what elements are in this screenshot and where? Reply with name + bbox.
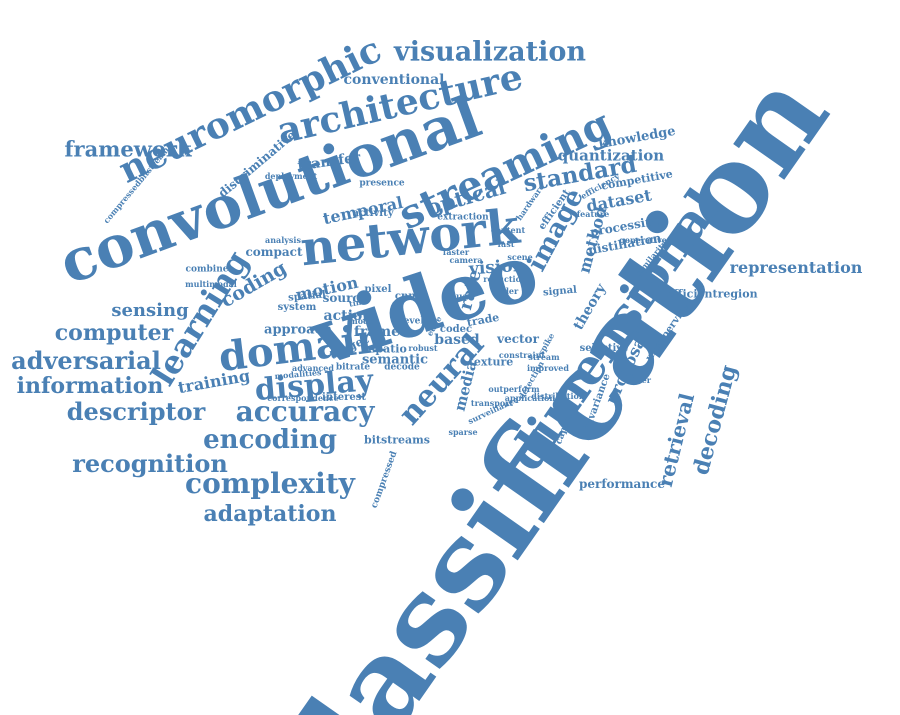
word-efficientregion: efficientregion [666, 287, 758, 301]
word-spatio: spatio [369, 342, 407, 356]
word-compact: compact [245, 245, 303, 259]
word-sensing: sensing [111, 300, 189, 321]
word-decode: decode [384, 362, 420, 373]
word-cnns: cnns [394, 291, 422, 302]
word-deployment: deployment [264, 171, 318, 181]
word-robust: robust [408, 343, 438, 353]
word-frame: frame [353, 324, 401, 340]
word-content: content [490, 225, 526, 235]
word-adaptation: adaptation [203, 501, 337, 527]
word-performance: performance [579, 477, 665, 491]
word-bitrate: bitrate [335, 362, 371, 373]
word-feature: feature [576, 209, 610, 219]
word-descriptor: descriptor [66, 397, 206, 426]
word-accuracy: accuracy [235, 395, 375, 428]
word-representation: representation [729, 258, 863, 277]
word-visualization: visualization [394, 36, 586, 68]
word-application: application [504, 393, 556, 403]
word-constraint: constraint [498, 350, 546, 360]
word-distribution: distribution [531, 391, 585, 401]
word-improved: improved [527, 363, 569, 373]
word-visual: visual [442, 292, 472, 303]
word-reduction: reduction [483, 274, 527, 284]
word-encoding: encoding [203, 425, 337, 455]
word-extraction: extraction [437, 212, 489, 223]
word-correspondence: correspondence [267, 393, 339, 403]
word-computer: computer [54, 320, 174, 346]
word-activity: activity [352, 208, 394, 219]
word-sparse: sparse [448, 427, 478, 437]
word-presence: presence [359, 178, 405, 189]
word-based: based [434, 332, 480, 348]
word-level: level [400, 316, 424, 327]
word-model: model [349, 316, 377, 326]
word-compressed: compressed [369, 449, 400, 510]
word-action: action [323, 308, 373, 324]
word-analysis: analysis [265, 235, 301, 245]
word-decoding: decoding [687, 362, 743, 478]
word-fast: fast [497, 239, 515, 249]
word-transport: transport [470, 398, 514, 408]
word-advanced: advanced [292, 363, 334, 373]
word-multimodal: multimodal [185, 279, 237, 289]
word-recognition: recognition [72, 449, 228, 478]
word-camera: camera [449, 255, 483, 265]
word-faster: faster [442, 247, 470, 257]
word-framework: framework [64, 136, 192, 162]
word-bitstreams: bitstreams [364, 433, 430, 447]
word-vector: vector [497, 332, 539, 346]
word-source: source [322, 291, 368, 305]
word-approach: approach [264, 322, 332, 338]
word-conventional: conventional [343, 72, 445, 88]
word-selective: selective [579, 343, 629, 354]
word-filter: filter [629, 375, 651, 385]
word-outperform: outperform [488, 384, 540, 394]
word-information: information [16, 373, 164, 399]
word-adversarial: adversarial [11, 346, 161, 375]
word-generative: generative [619, 235, 667, 245]
word-system: system [277, 302, 317, 313]
word-texture: texture [468, 355, 514, 369]
word-complexity: complexity [185, 467, 355, 500]
word-combine: combine [185, 264, 229, 275]
word-interest: interest [322, 392, 366, 403]
word-codec: codec [439, 324, 473, 335]
word-scene: scene [507, 252, 533, 262]
word-semantic: semantic [361, 352, 429, 368]
word-stream: stream [528, 352, 560, 362]
word-quantization: quantization [557, 146, 665, 165]
word-pixel: pixel [364, 284, 392, 295]
word-order: order [493, 286, 519, 296]
